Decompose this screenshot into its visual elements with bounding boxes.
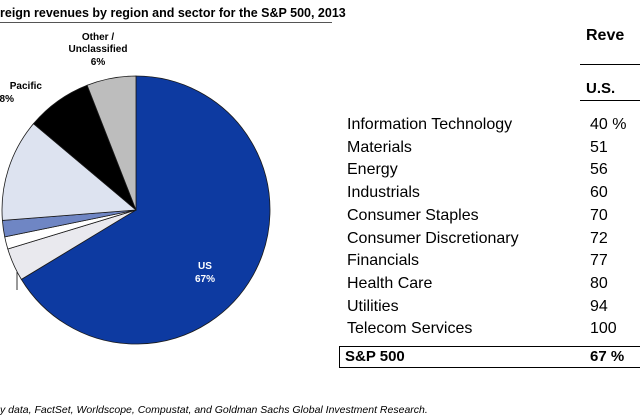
table-row-sector: Information Technology — [347, 116, 513, 133]
pie-label-other-line1: Other / — [82, 32, 114, 43]
table-row-sector: Energy — [347, 161, 398, 179]
title-divider — [0, 22, 332, 23]
pie-value-pacific: 8% — [0, 94, 14, 105]
pie-slice-6 — [86, 75, 137, 211]
table-row-value: 40 % — [590, 116, 627, 133]
table-header-top: Reve — [586, 27, 625, 44]
total-row-box — [339, 346, 640, 368]
table-row-sector: Consumer Staples — [347, 206, 479, 224]
pie-label-us: US — [198, 261, 212, 272]
pie-value-other: 6% — [91, 57, 106, 68]
chart-title: reign revenues by region and sector for … — [0, 6, 346, 20]
pie-value-us: 67% — [195, 274, 215, 285]
header-divider — [580, 100, 640, 101]
total-row-label: S&P 500 — [345, 348, 405, 365]
table-row-value: 70 — [590, 206, 608, 224]
header-divider — [580, 64, 640, 65]
pie-chart: US 67% Other / Unclassified 6% Pacific 8… — [0, 32, 271, 345]
table-row-value: 60 — [590, 184, 608, 202]
table-row-sector: Materials — [347, 138, 412, 156]
table-row-value: 56 — [590, 161, 608, 179]
table-row-value: 100 — [590, 320, 617, 338]
table-row-sector: Financials — [347, 252, 420, 270]
total-row-value: 67 % — [590, 348, 625, 365]
table-row-sector: Health Care — [347, 274, 433, 292]
table-header-us: U.S. — [586, 80, 616, 97]
source-note: y data, FactSet, Worldscope, Compustat, … — [0, 404, 428, 416]
table-row-sector: Consumer Discretionary — [347, 229, 519, 247]
table-row-value: 80 — [590, 274, 608, 292]
table-row-sector: Industrials — [347, 184, 420, 202]
table-row-sector: Utilities — [347, 297, 399, 315]
table-row-value: 51 — [590, 138, 608, 156]
pie-slice-4 — [1, 123, 138, 221]
table-row-sector: Telecom Services — [347, 320, 473, 338]
pie-label-other-line2: Unclassified — [69, 44, 128, 55]
pie-slice-0 — [20, 75, 271, 345]
pie-label-pacific: Pacific — [10, 81, 43, 92]
table-row-value: 94 — [590, 297, 608, 315]
table-row-value: 72 — [590, 229, 608, 247]
table-row-value: 77 — [590, 252, 608, 270]
